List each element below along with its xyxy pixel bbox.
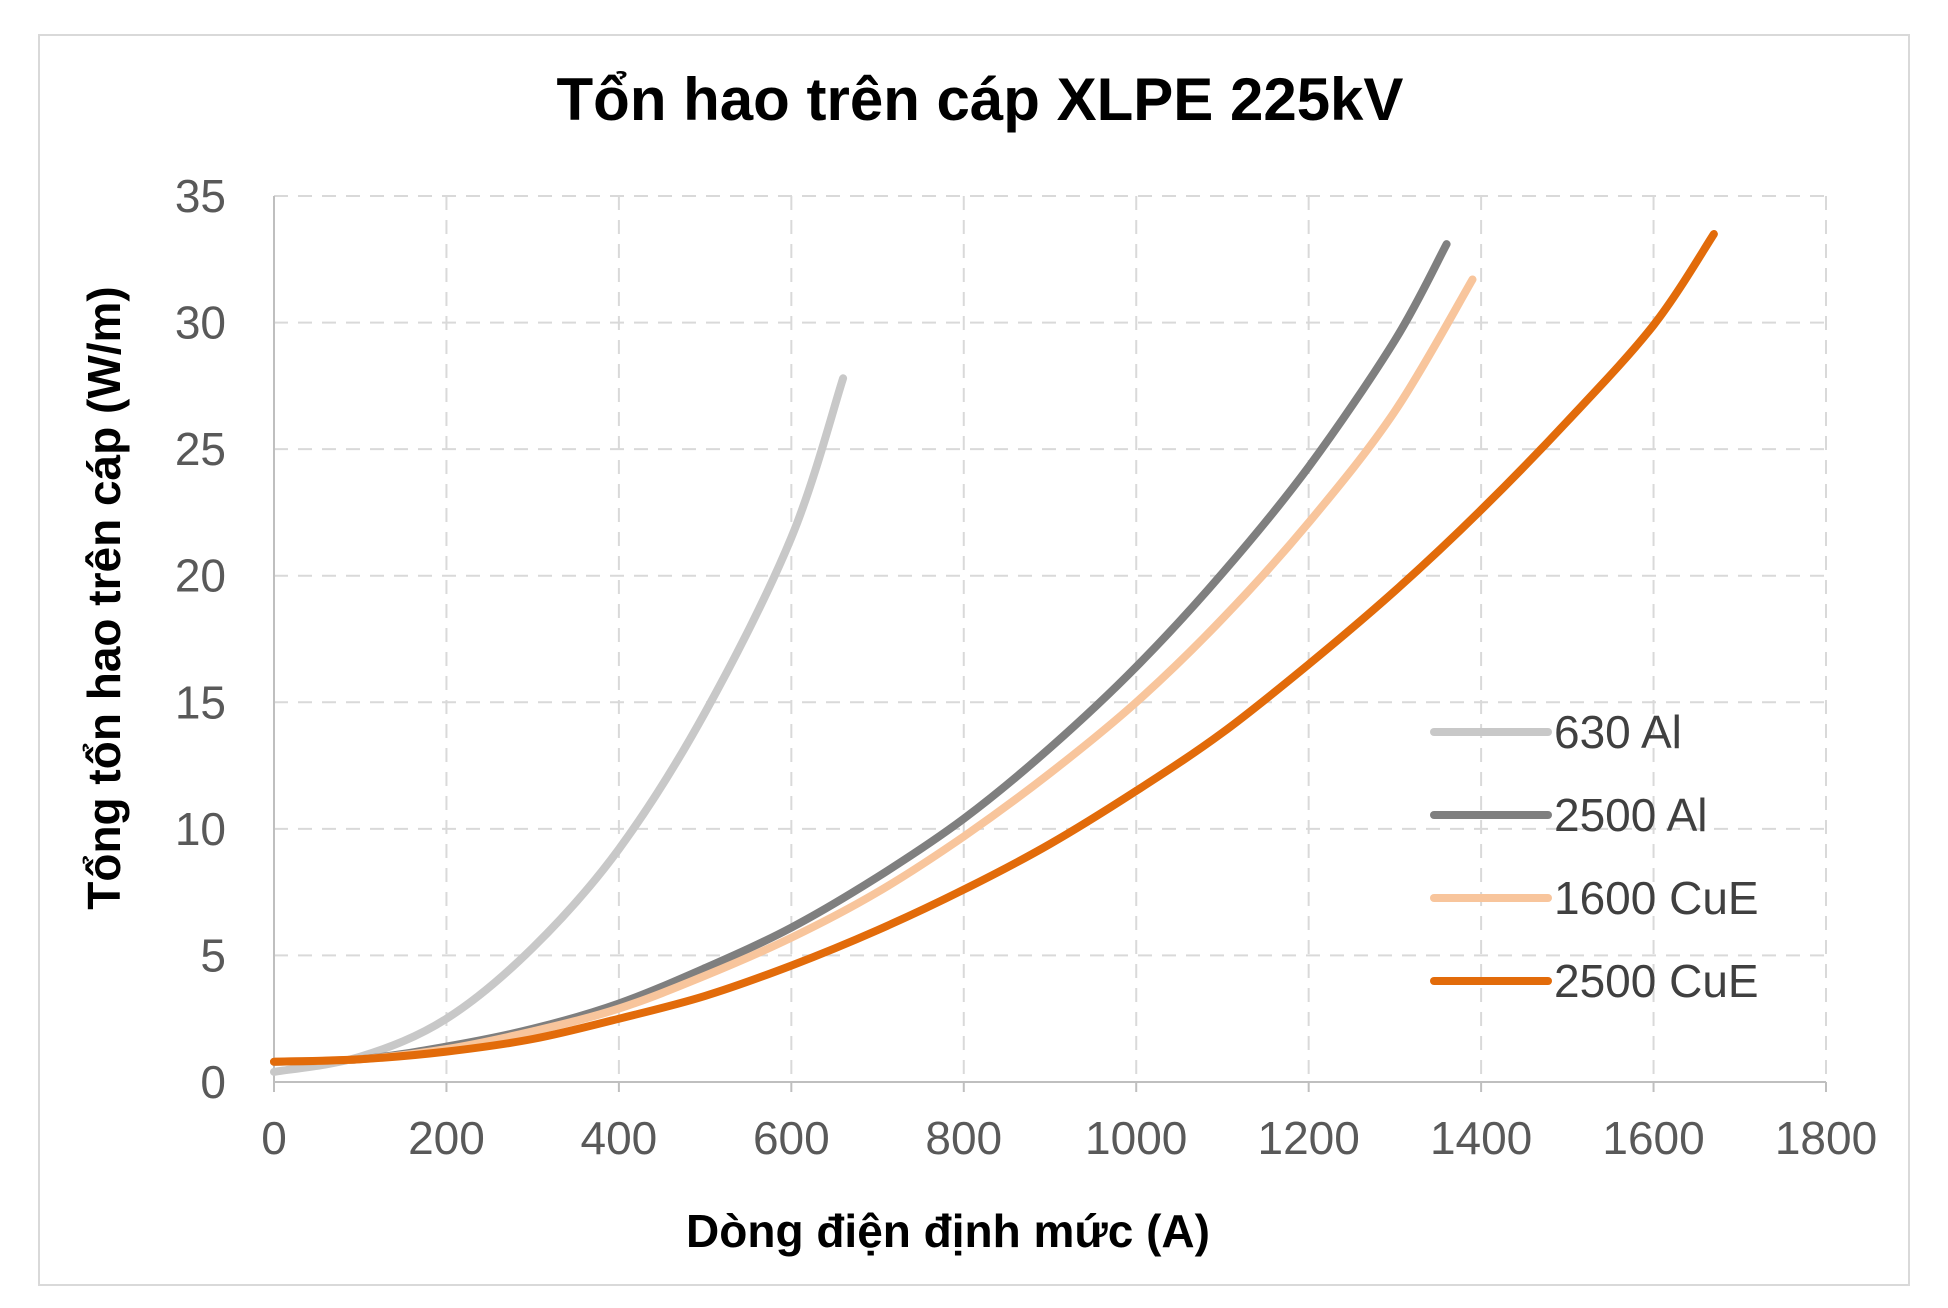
x-tick-label: 1000 (1085, 1112, 1187, 1164)
y-tick-label: 15 (175, 676, 226, 728)
legend: 630 Al 2500 Al 1600 CuE 2500 CuE (1430, 706, 1759, 1007)
chart-title: Tổn hao trên cáp XLPE 225kV (557, 66, 1404, 133)
y-tick-label: 0 (200, 1056, 226, 1108)
x-axis-title: Dòng điện định mức (A) (686, 1205, 1210, 1257)
x-tick-label: 0 (261, 1112, 287, 1164)
series-line-1600-cue (270, 275, 1477, 1066)
x-tick-label: 200 (408, 1112, 485, 1164)
legend-label-2500-al: 2500 Al (1554, 789, 1707, 841)
series-line-2500-cue (270, 230, 1718, 1066)
x-tick-label: 1400 (1430, 1112, 1532, 1164)
x-tick-label: 400 (581, 1112, 658, 1164)
axes (273, 196, 1827, 1092)
x-tick-label: 1600 (1602, 1112, 1704, 1164)
legend-label-1600-cue: 1600 CuE (1554, 872, 1759, 924)
x-tick-label: 1800 (1775, 1112, 1877, 1164)
series-lines (270, 230, 1718, 1076)
y-tick-label: 30 (175, 297, 226, 349)
chart-frame (38, 34, 1910, 1286)
x-tick-label: 800 (925, 1112, 1002, 1164)
tick-labels: 0 200 400 600 800 1000 1200 1400 1600 1800 0 5 10 15 2… (175, 170, 1877, 1164)
grid (274, 195, 1827, 1082)
y-tick-label: 25 (175, 423, 226, 475)
x-tick-label: 1200 (1257, 1112, 1359, 1164)
x-tick-label: 600 (753, 1112, 830, 1164)
y-tick-label: 35 (175, 170, 226, 222)
legend-label-2500-cue: 2500 CuE (1554, 955, 1759, 1007)
series-line-630-al (270, 374, 848, 1076)
y-axis-title: Tổng tổn hao trên cáp (W/m) (78, 286, 130, 910)
y-tick-label: 20 (175, 550, 226, 602)
y-tick-label: 10 (175, 803, 226, 855)
legend-label-630-al: 630 Al (1554, 706, 1682, 758)
y-tick-label: 5 (200, 929, 226, 981)
